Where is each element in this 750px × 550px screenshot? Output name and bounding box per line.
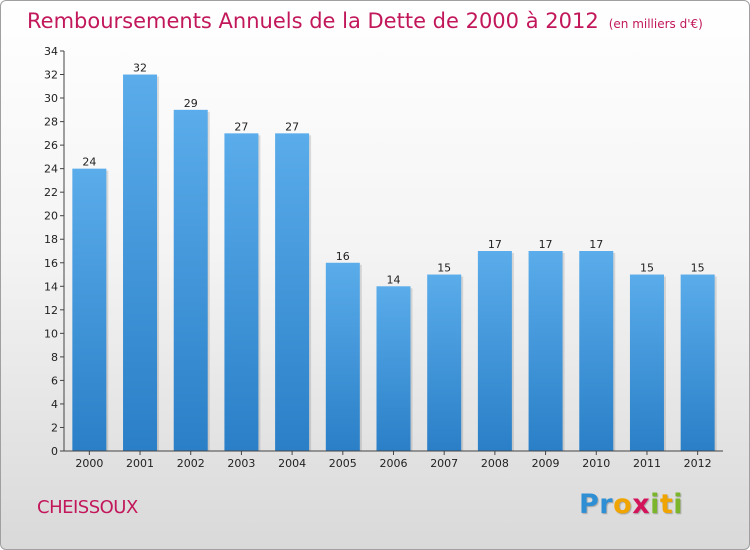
bar-value-label: 32 [133,62,147,75]
y-tick-label: 8 [51,351,58,364]
bar [325,262,360,451]
x-tick-label: 2006 [380,457,408,470]
bar [528,251,563,451]
y-tick-label: 18 [44,233,58,246]
y-tick-label: 24 [44,163,58,176]
x-tick-label: 2011 [633,457,661,470]
bar-value-label: 14 [387,273,401,286]
logo-letter: o [613,489,633,520]
bar [579,251,614,451]
y-tick-label: 20 [44,210,58,223]
y-tick-label: 22 [44,186,58,199]
x-tick-label: 2008 [481,457,509,470]
bar [680,274,715,451]
x-tick-label: 2009 [532,457,560,470]
logo-letter: i [673,489,684,520]
chart-title: Remboursements Annuels de la Dette de 20… [27,9,703,33]
proxiti-logo[interactable]: Proxiti [579,489,683,520]
logo-letter: P [579,489,600,520]
y-tick-label: 6 [51,374,58,387]
bar [477,251,512,451]
chart-subtitle: (en milliers d'€) [608,17,703,31]
bar-value-label: 15 [691,262,705,275]
x-axis: 2000 2001 2002 2003 2004 2005 2006 2007 2008 2009… [64,450,723,470]
y-tick-label: 28 [44,116,58,129]
y-tick-label: 14 [44,280,58,293]
bar-value-label: 15 [437,262,451,275]
x-tick-label: 2000 [75,457,103,470]
y-tick-label: 34 [44,45,58,58]
logo-letter: r [599,489,614,520]
bar-value-label: 16 [336,250,350,263]
y-tick-label: 0 [51,445,58,458]
bar-value-label: 17 [539,238,553,251]
y-tick-label: 10 [44,327,58,340]
bar [123,74,158,451]
bars: 24 32 29 27 27 16 14 15 17 17 17 15 15 [72,62,717,451]
x-tick-label: 2012 [684,457,712,470]
bar-value-label: 17 [589,238,603,251]
y-tick-label: 30 [44,92,58,105]
bar [427,274,462,451]
bar-value-label: 15 [640,262,654,275]
x-tick-label: 2001 [126,457,154,470]
x-tick-label: 2005 [329,457,357,470]
y-tick-label: 4 [51,398,58,411]
logo-letter: x [632,489,651,520]
bar-value-label: 27 [285,120,299,133]
chart-title-text: Remboursements Annuels de la Dette de 20… [27,9,599,33]
bar [72,168,107,451]
x-tick-label: 2010 [582,457,610,470]
bar-value-label: 27 [234,120,248,133]
bar-value-label: 29 [184,97,198,110]
y-tick-label: 32 [44,69,58,82]
x-tick-label: 2007 [430,457,458,470]
y-tick-label: 12 [44,304,58,317]
logo-letter: t [659,489,674,520]
y-tick-label: 16 [44,257,58,270]
commune-name: CHEISSOUX [37,497,138,518]
y-tick-label: 26 [44,139,58,152]
bar [376,286,411,451]
bar-value-label: 24 [82,156,96,169]
logo-letter: i [650,489,660,520]
bar-value-label: 17 [488,238,502,251]
x-tick-label: 2003 [227,457,255,470]
bar [173,109,208,451]
bar [629,274,664,451]
x-tick-label: 2004 [278,457,306,470]
bar [224,133,259,451]
x-tick-label: 2002 [177,457,205,470]
y-tick-label: 2 [51,421,58,434]
bar [275,133,310,451]
